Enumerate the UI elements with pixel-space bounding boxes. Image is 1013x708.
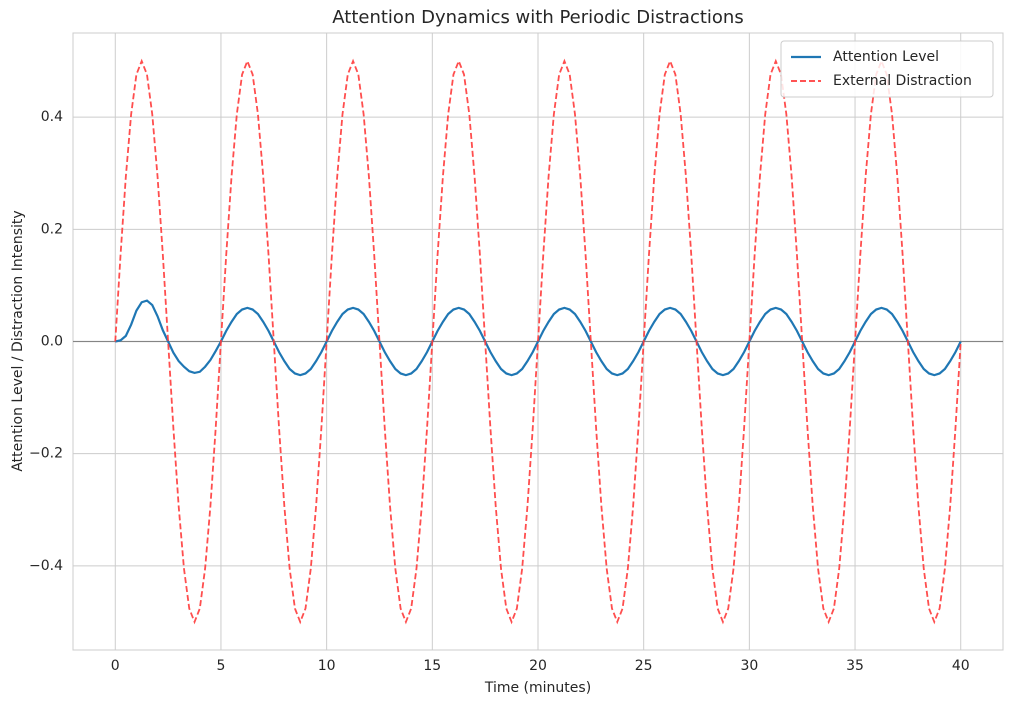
- x-tick-label: 0: [111, 658, 120, 674]
- x-tick-label: 15: [423, 658, 441, 674]
- y-tick-label: 0.0: [41, 334, 63, 350]
- y-tick-label: −0.2: [29, 446, 63, 462]
- data-line: [114, 58, 962, 625]
- x-tick-label: 10: [318, 658, 336, 674]
- chart-title: Attention Dynamics with Periodic Distrac…: [332, 7, 743, 28]
- legend-label: External Distraction: [833, 73, 972, 89]
- x-tick-label: 35: [846, 658, 864, 674]
- x-tick-label: 30: [740, 658, 758, 674]
- x-tick-label: 5: [216, 658, 225, 674]
- legend-label: Attention Level: [833, 49, 939, 65]
- legend-box: [780, 40, 994, 98]
- y-tick-label: −0.4: [29, 558, 63, 574]
- plot-frame: [72, 32, 1004, 651]
- x-tick-label: 20: [529, 658, 547, 674]
- x-tick-label: 25: [635, 658, 653, 674]
- y-axis-label: Attention Level / Distraction Intensity: [10, 210, 26, 471]
- data-line: [115, 299, 962, 377]
- x-tick-label: 40: [952, 658, 970, 674]
- y-tick-label: 0.2: [41, 221, 63, 237]
- x-axis-label: Time (minutes): [484, 680, 591, 696]
- y-tick-label: 0.4: [41, 109, 63, 125]
